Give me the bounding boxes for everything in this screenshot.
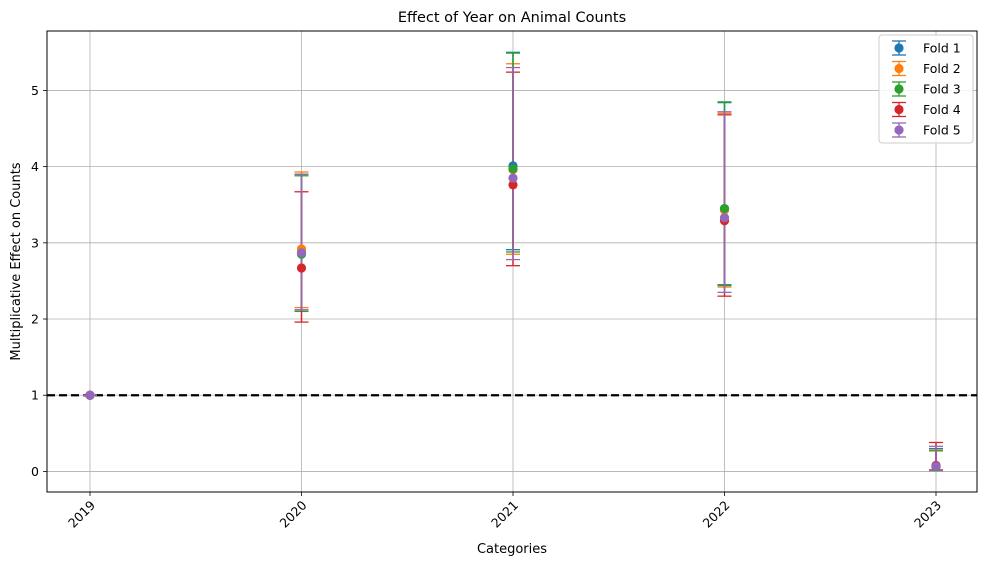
y-tick-label-4: 4 [31, 159, 39, 174]
legend-marker-2 [894, 63, 904, 74]
legend-marker-5 [894, 125, 904, 135]
point-fold4-2020 [296, 263, 307, 273]
y-axis: 0 1 2 3 4 5 [31, 83, 47, 479]
point-fold3-2022 [719, 203, 730, 214]
legend: Fold 1 Fold 2 Fold 3 Fold 4 Fold 5 [878, 34, 974, 144]
data-points [85, 161, 941, 472]
legend-label-4: Fold 4 [923, 102, 961, 117]
point-fold5-2021 [508, 173, 518, 183]
chart-title: Effect of Year on Animal Counts [398, 10, 626, 26]
y-tick-label-1: 1 [31, 388, 39, 403]
plot-area-frame [46, 30, 978, 493]
y-axis-label: Multiplicative Effect on Counts [9, 162, 24, 360]
legend-label-1: Fold 1 [923, 41, 961, 56]
y-tick-label-3: 3 [31, 235, 39, 250]
legend-label-5: Fold 5 [923, 123, 961, 138]
x-axis-label: Categories [477, 542, 547, 557]
legend-label-3: Fold 3 [923, 82, 961, 97]
point-fold3-2021 [508, 164, 518, 174]
legend-label-2: Fold 2 [923, 61, 961, 76]
y-tick-label-0: 0 [31, 464, 39, 479]
point-fold5-2022 [719, 213, 730, 223]
point-fold4-2021 [508, 180, 518, 190]
legend-marker-4 [894, 104, 904, 115]
error-bars [83, 51, 943, 472]
point-fold5-2020 [296, 248, 307, 258]
point-fold5-2023 [931, 461, 941, 471]
legend-marker-3 [894, 84, 904, 94]
point-fold5-2019 [85, 390, 95, 400]
legend-marker-1 [894, 43, 904, 53]
y-tick-label-5: 5 [31, 83, 39, 98]
y-tick-label-2: 2 [31, 312, 39, 327]
